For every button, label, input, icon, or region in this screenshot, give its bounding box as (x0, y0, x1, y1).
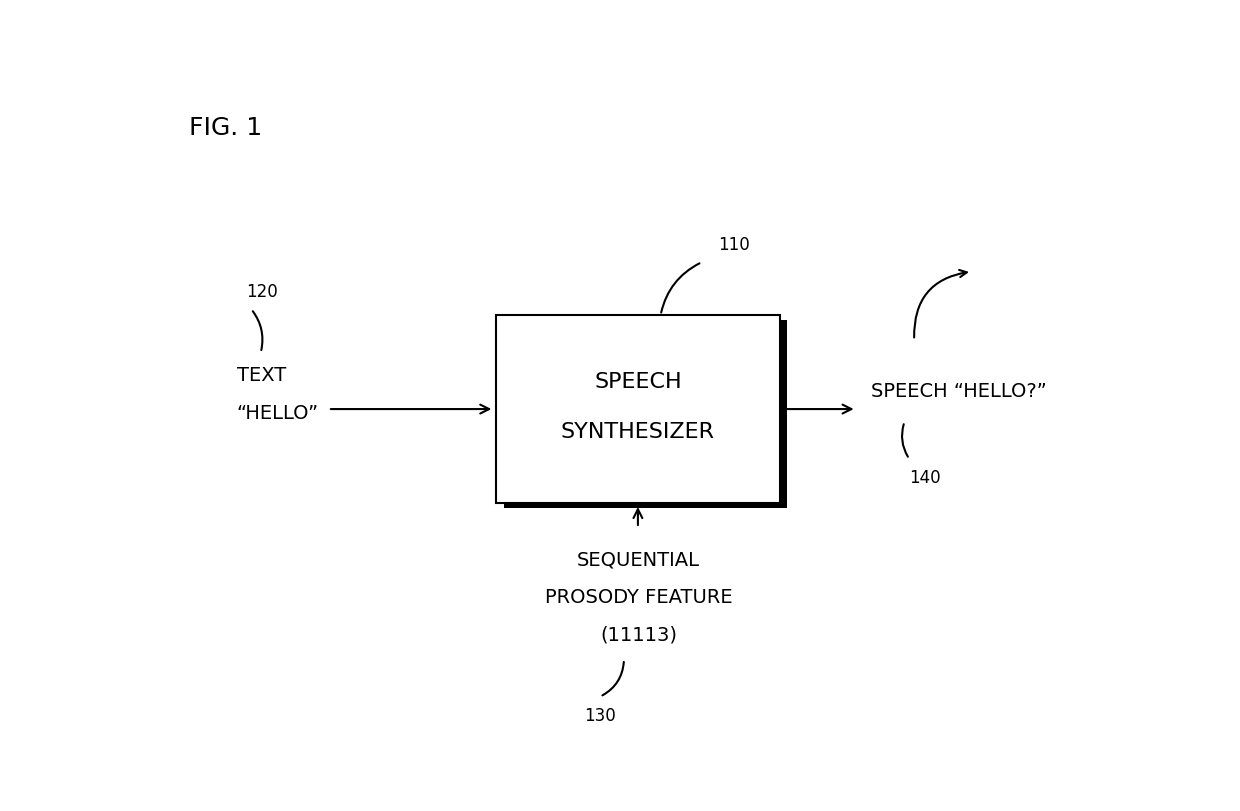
Text: SPEECH “HELLO?”: SPEECH “HELLO?” (870, 381, 1047, 401)
Text: TEXT: TEXT (237, 366, 286, 384)
Text: FIG. 1: FIG. 1 (188, 116, 262, 140)
Text: 110: 110 (718, 235, 750, 253)
Text: PROSODY FEATURE: PROSODY FEATURE (544, 587, 732, 607)
Text: SPEECH: SPEECH (594, 371, 682, 392)
Text: 130: 130 (584, 706, 616, 724)
Text: 140: 140 (909, 469, 941, 487)
Bar (503, 321, 787, 508)
Text: SEQUENTIAL: SEQUENTIAL (577, 550, 699, 569)
Text: 120: 120 (247, 282, 278, 300)
Text: “HELLO”: “HELLO” (237, 403, 319, 423)
Bar (496, 315, 780, 503)
Text: (11113): (11113) (600, 625, 677, 644)
Text: SYNTHESIZER: SYNTHESIZER (560, 422, 715, 441)
